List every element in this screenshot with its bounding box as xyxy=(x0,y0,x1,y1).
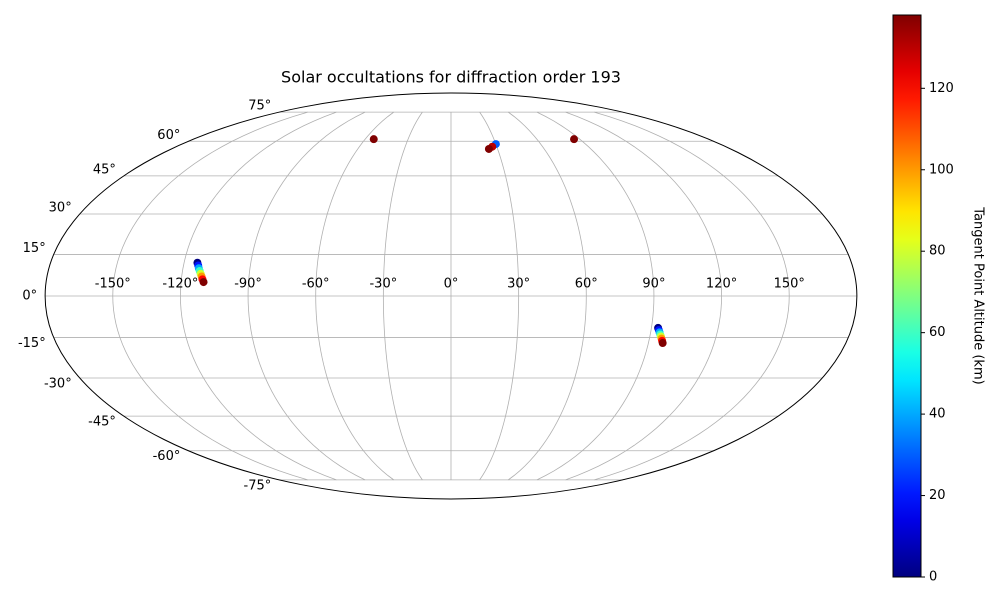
y-tick-label: -45° xyxy=(88,415,116,430)
colorbar-tick-label: 40 xyxy=(929,407,946,422)
x-tick-label: 90° xyxy=(642,277,665,292)
grid-line xyxy=(315,111,394,481)
grid-line xyxy=(536,111,655,481)
colorbar-tick-label: 60 xyxy=(929,325,946,340)
x-tick-label: 60° xyxy=(575,277,598,292)
y-tick-label: -15° xyxy=(18,336,46,351)
grid-line xyxy=(565,111,722,481)
y-tick-label: -60° xyxy=(153,449,181,464)
colorbar-tick-label: 80 xyxy=(929,244,946,259)
data-point xyxy=(199,278,208,287)
colorbar xyxy=(892,14,922,578)
grid-line xyxy=(594,111,790,481)
data-point xyxy=(570,135,579,144)
grid-line xyxy=(180,111,337,481)
x-tick-label: 150° xyxy=(774,277,805,292)
colorbar-label: Tangent Point Altitude (km) xyxy=(971,206,986,384)
y-tick-label: 30° xyxy=(49,201,72,216)
y-tick-label: 60° xyxy=(157,128,180,143)
grid-line xyxy=(247,111,366,481)
grid-line xyxy=(112,111,308,481)
chart-title: Solar occultations for diffraction order… xyxy=(281,68,621,87)
y-tick-label: -75° xyxy=(244,478,272,493)
x-tick-label: -150° xyxy=(95,277,131,292)
x-tick-label: 0° xyxy=(444,277,459,292)
x-tick-label: -60° xyxy=(302,277,330,292)
map-boundary xyxy=(44,92,858,500)
x-tick-label: -30° xyxy=(369,277,397,292)
x-tick-label: 30° xyxy=(507,277,530,292)
y-tick-label: -30° xyxy=(44,376,72,391)
y-tick-label: 45° xyxy=(93,162,116,177)
x-tick-label: -120° xyxy=(162,277,198,292)
colorbar-tick-label: 20 xyxy=(929,488,946,503)
colorbar-tick-label: 0 xyxy=(929,570,937,585)
data-point xyxy=(369,135,378,144)
y-tick-label: 75° xyxy=(248,99,271,114)
data-point xyxy=(658,339,667,348)
x-tick-label: 120° xyxy=(706,277,737,292)
colorbar-tick-label: 100 xyxy=(929,162,954,177)
y-tick-label: 0° xyxy=(22,289,37,304)
grid-line xyxy=(382,111,423,481)
colorbar-tick-label: 120 xyxy=(929,81,954,96)
grid-line xyxy=(479,111,520,481)
x-tick-label: -90° xyxy=(234,277,262,292)
grid-line xyxy=(508,111,587,481)
y-tick-label: 15° xyxy=(23,241,46,256)
data-point xyxy=(484,144,493,153)
